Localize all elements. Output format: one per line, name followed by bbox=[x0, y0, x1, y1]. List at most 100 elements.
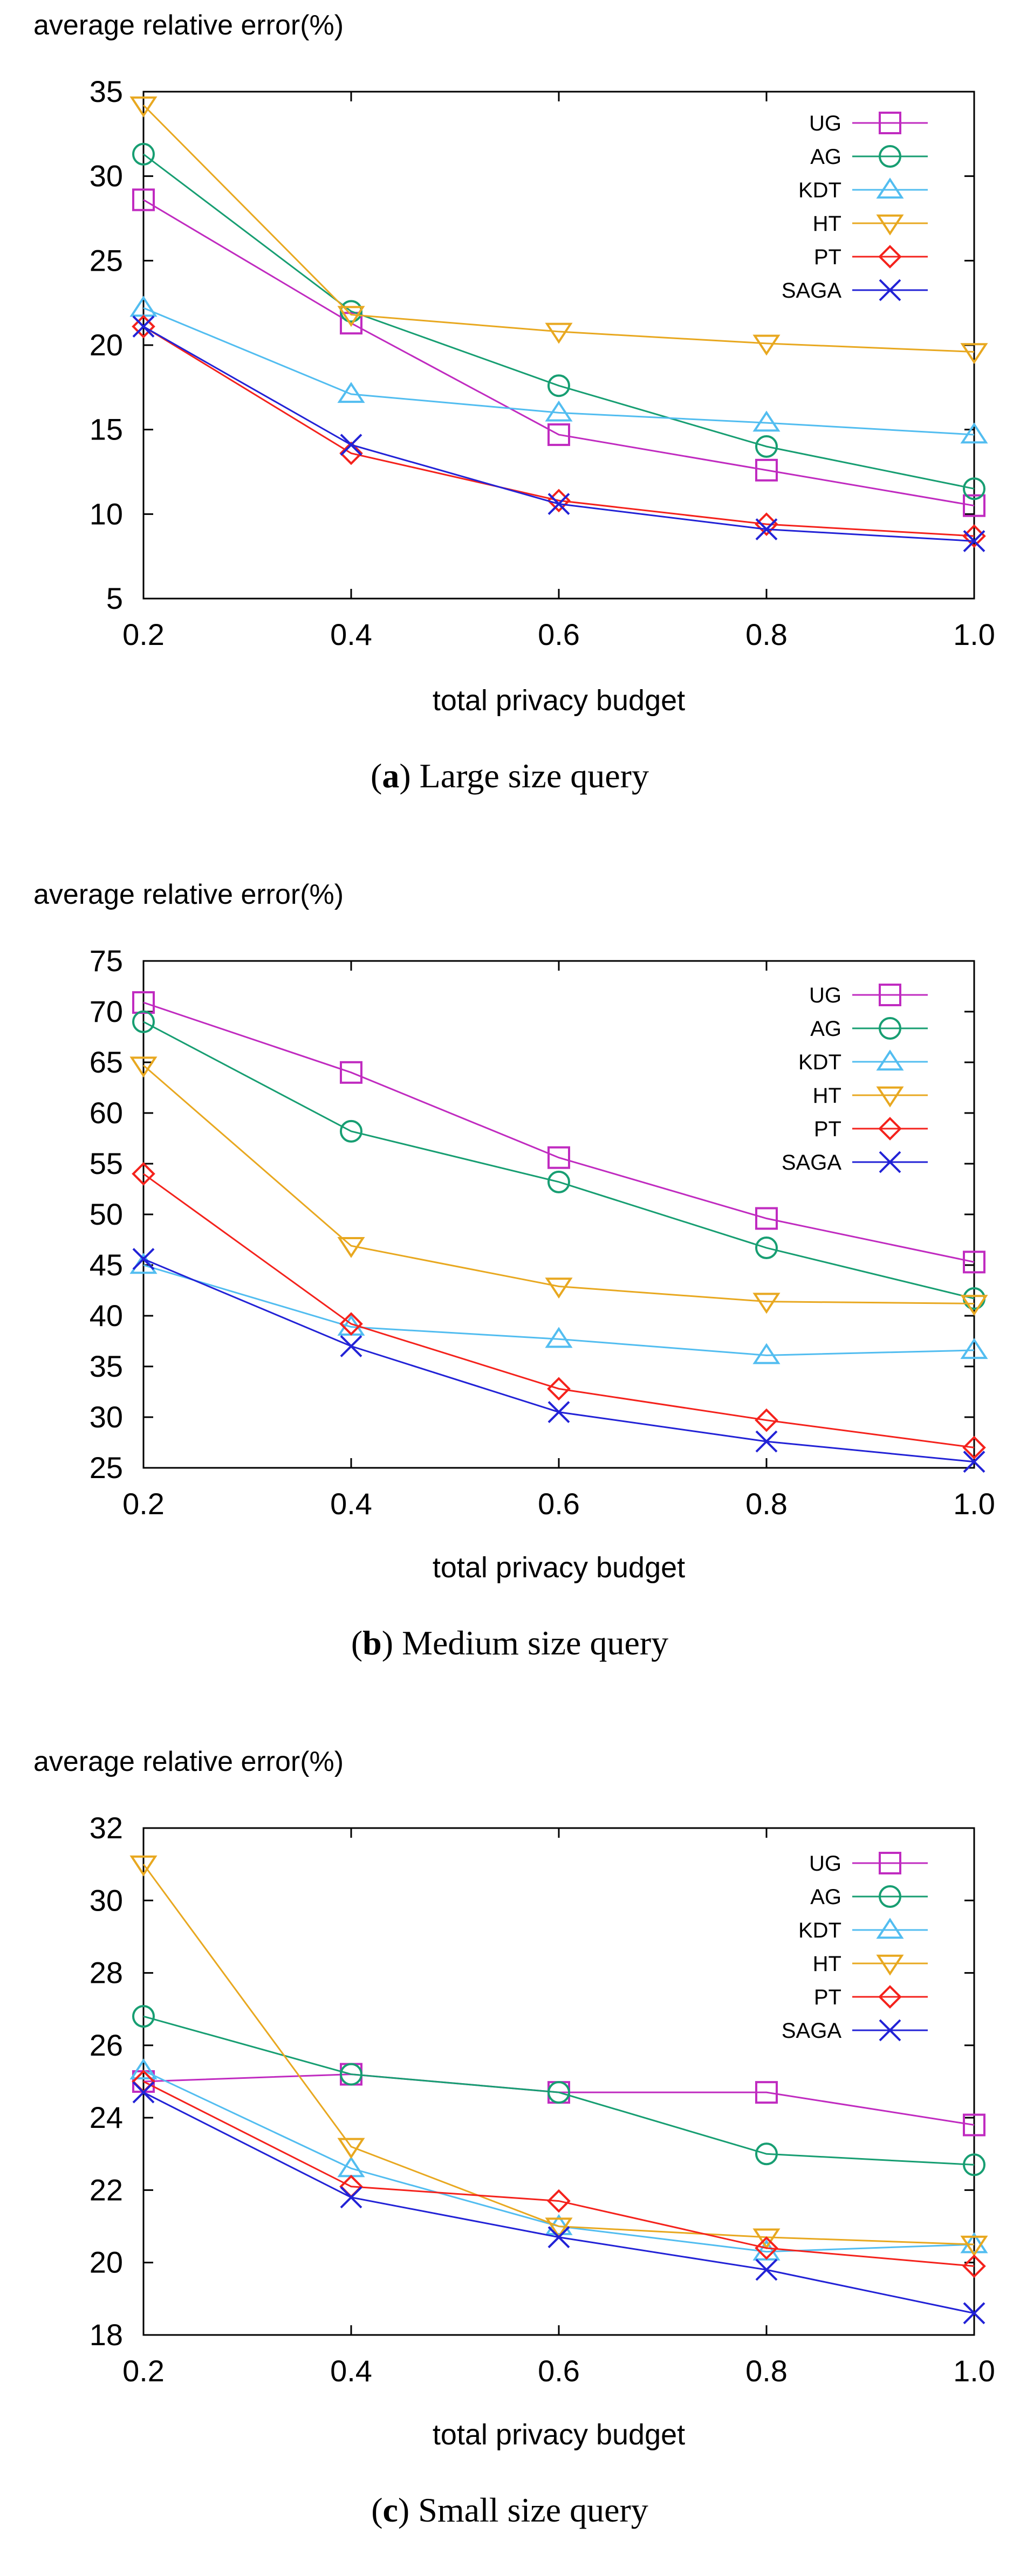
data-point bbox=[962, 524, 986, 548]
data-point bbox=[755, 2236, 778, 2260]
y-tick-label: 25 bbox=[90, 243, 123, 277]
caption-text: Medium size query bbox=[402, 1624, 668, 1662]
data-point bbox=[963, 494, 985, 517]
legend-label: KDT bbox=[798, 1050, 841, 1074]
y-tick-label: 70 bbox=[90, 994, 123, 1028]
y-tick-label: 5 bbox=[106, 581, 123, 615]
legend-label: PT bbox=[814, 1117, 841, 1141]
data-point bbox=[129, 1855, 158, 1877]
legend-label: AG bbox=[810, 145, 841, 169]
y-tick-label: 50 bbox=[90, 1197, 123, 1231]
series-line bbox=[143, 199, 975, 507]
y-tick-label: 10 bbox=[90, 497, 123, 531]
data-point bbox=[755, 1237, 778, 1260]
panel-caption: (b) Medium size query bbox=[351, 1624, 668, 1662]
x-tick-label: 0.8 bbox=[745, 1487, 788, 1521]
x-tick-label: 0.6 bbox=[538, 617, 580, 651]
series-saga bbox=[132, 2081, 985, 2325]
y-tick-label: 75 bbox=[90, 944, 123, 978]
x-tick-label: 0.6 bbox=[538, 1487, 580, 1521]
x-tick-label: 0.8 bbox=[745, 2354, 788, 2388]
data-point bbox=[547, 1170, 570, 1193]
data-point bbox=[960, 2235, 988, 2257]
legend: UG AG KDT HT PT SAGA bbox=[782, 112, 928, 303]
data-point bbox=[547, 374, 570, 397]
legend-marker bbox=[878, 245, 902, 269]
data-point bbox=[755, 1430, 778, 1453]
data-point bbox=[960, 1295, 988, 1316]
data-point bbox=[963, 1451, 985, 1473]
data-point bbox=[340, 300, 362, 323]
series-line bbox=[143, 2070, 975, 2253]
data-point bbox=[960, 2232, 988, 2254]
data-point bbox=[963, 2302, 985, 2325]
data-point bbox=[752, 1343, 781, 1364]
x-tick-label: 0.2 bbox=[122, 2354, 165, 2388]
data-point bbox=[547, 2081, 570, 2104]
legend-marker bbox=[879, 1852, 901, 1874]
chart-panel-c: average relative error(%) 18 20 22 24 26 28 30 3… bbox=[33, 1746, 995, 2529]
legend-marker bbox=[879, 1151, 901, 1173]
data-point bbox=[547, 1401, 570, 1424]
data-point bbox=[963, 530, 985, 552]
legend-marker bbox=[879, 1885, 901, 1908]
x-tick-label: 1.0 bbox=[953, 1487, 995, 1521]
caption-text: Small size query bbox=[418, 2491, 648, 2529]
caption-paren: ( bbox=[371, 757, 382, 795]
data-point bbox=[545, 1327, 573, 1348]
series-ht bbox=[129, 1056, 988, 1316]
y-tick-label: 35 bbox=[90, 74, 123, 108]
data-point bbox=[132, 142, 155, 166]
data-point bbox=[340, 1119, 362, 1143]
series-line bbox=[143, 2015, 975, 2166]
panel-caption: (a) Large size query bbox=[371, 757, 649, 795]
data-point bbox=[337, 382, 365, 403]
data-point bbox=[339, 441, 363, 465]
series-ag bbox=[132, 1010, 985, 1310]
legend-label: SAGA bbox=[782, 1151, 841, 1174]
data-point bbox=[755, 512, 778, 536]
legend-marker bbox=[879, 2019, 901, 2042]
x-tick-label: 0.4 bbox=[330, 1487, 372, 1521]
series-pt bbox=[132, 1162, 986, 1460]
caption-paren: ) bbox=[382, 1624, 402, 1662]
y-tick-label: 20 bbox=[90, 328, 123, 362]
data-point bbox=[547, 2226, 570, 2249]
legend-label: UG bbox=[809, 984, 841, 1007]
series-line bbox=[143, 153, 975, 490]
data-point bbox=[337, 2138, 365, 2159]
y-tick-label: 30 bbox=[90, 1400, 123, 1434]
data-point bbox=[963, 1251, 985, 1274]
data-point bbox=[132, 315, 155, 338]
chart-panel-b: average relative error(%) 25 30 35 40 45 50 55 6… bbox=[33, 879, 995, 1662]
data-point bbox=[340, 2186, 362, 2209]
y-tick-label: 26 bbox=[90, 2028, 123, 2062]
y-tick-label: 32 bbox=[90, 1811, 123, 1845]
data-point bbox=[752, 410, 781, 432]
data-point bbox=[755, 435, 778, 458]
series-line bbox=[143, 307, 975, 436]
legend-marker bbox=[878, 1117, 902, 1141]
legend-marker bbox=[876, 214, 904, 236]
x-tick-label: 0.2 bbox=[122, 1487, 165, 1521]
legend-marker bbox=[879, 145, 901, 168]
legend-label: SAGA bbox=[782, 2019, 841, 2043]
data-point bbox=[545, 2217, 573, 2239]
data-point bbox=[340, 1335, 362, 1357]
y-tick-label: 55 bbox=[90, 1146, 123, 1180]
series-ag bbox=[132, 2005, 985, 2176]
caption-paren: ( bbox=[371, 2491, 382, 2529]
series-line bbox=[143, 326, 975, 537]
x-axis-label: total privacy budget bbox=[433, 684, 685, 717]
series-ug bbox=[132, 991, 985, 1274]
data-point bbox=[547, 1377, 571, 1401]
x-axis-label: total privacy budget bbox=[433, 2419, 685, 2451]
data-point bbox=[545, 400, 573, 422]
legend-marker bbox=[879, 984, 901, 1006]
data-point bbox=[132, 1010, 155, 1033]
data-point bbox=[132, 2005, 155, 2028]
data-point bbox=[132, 2081, 155, 2104]
y-tick-label: 30 bbox=[90, 159, 123, 193]
y-tick-label: 45 bbox=[90, 1248, 123, 1282]
